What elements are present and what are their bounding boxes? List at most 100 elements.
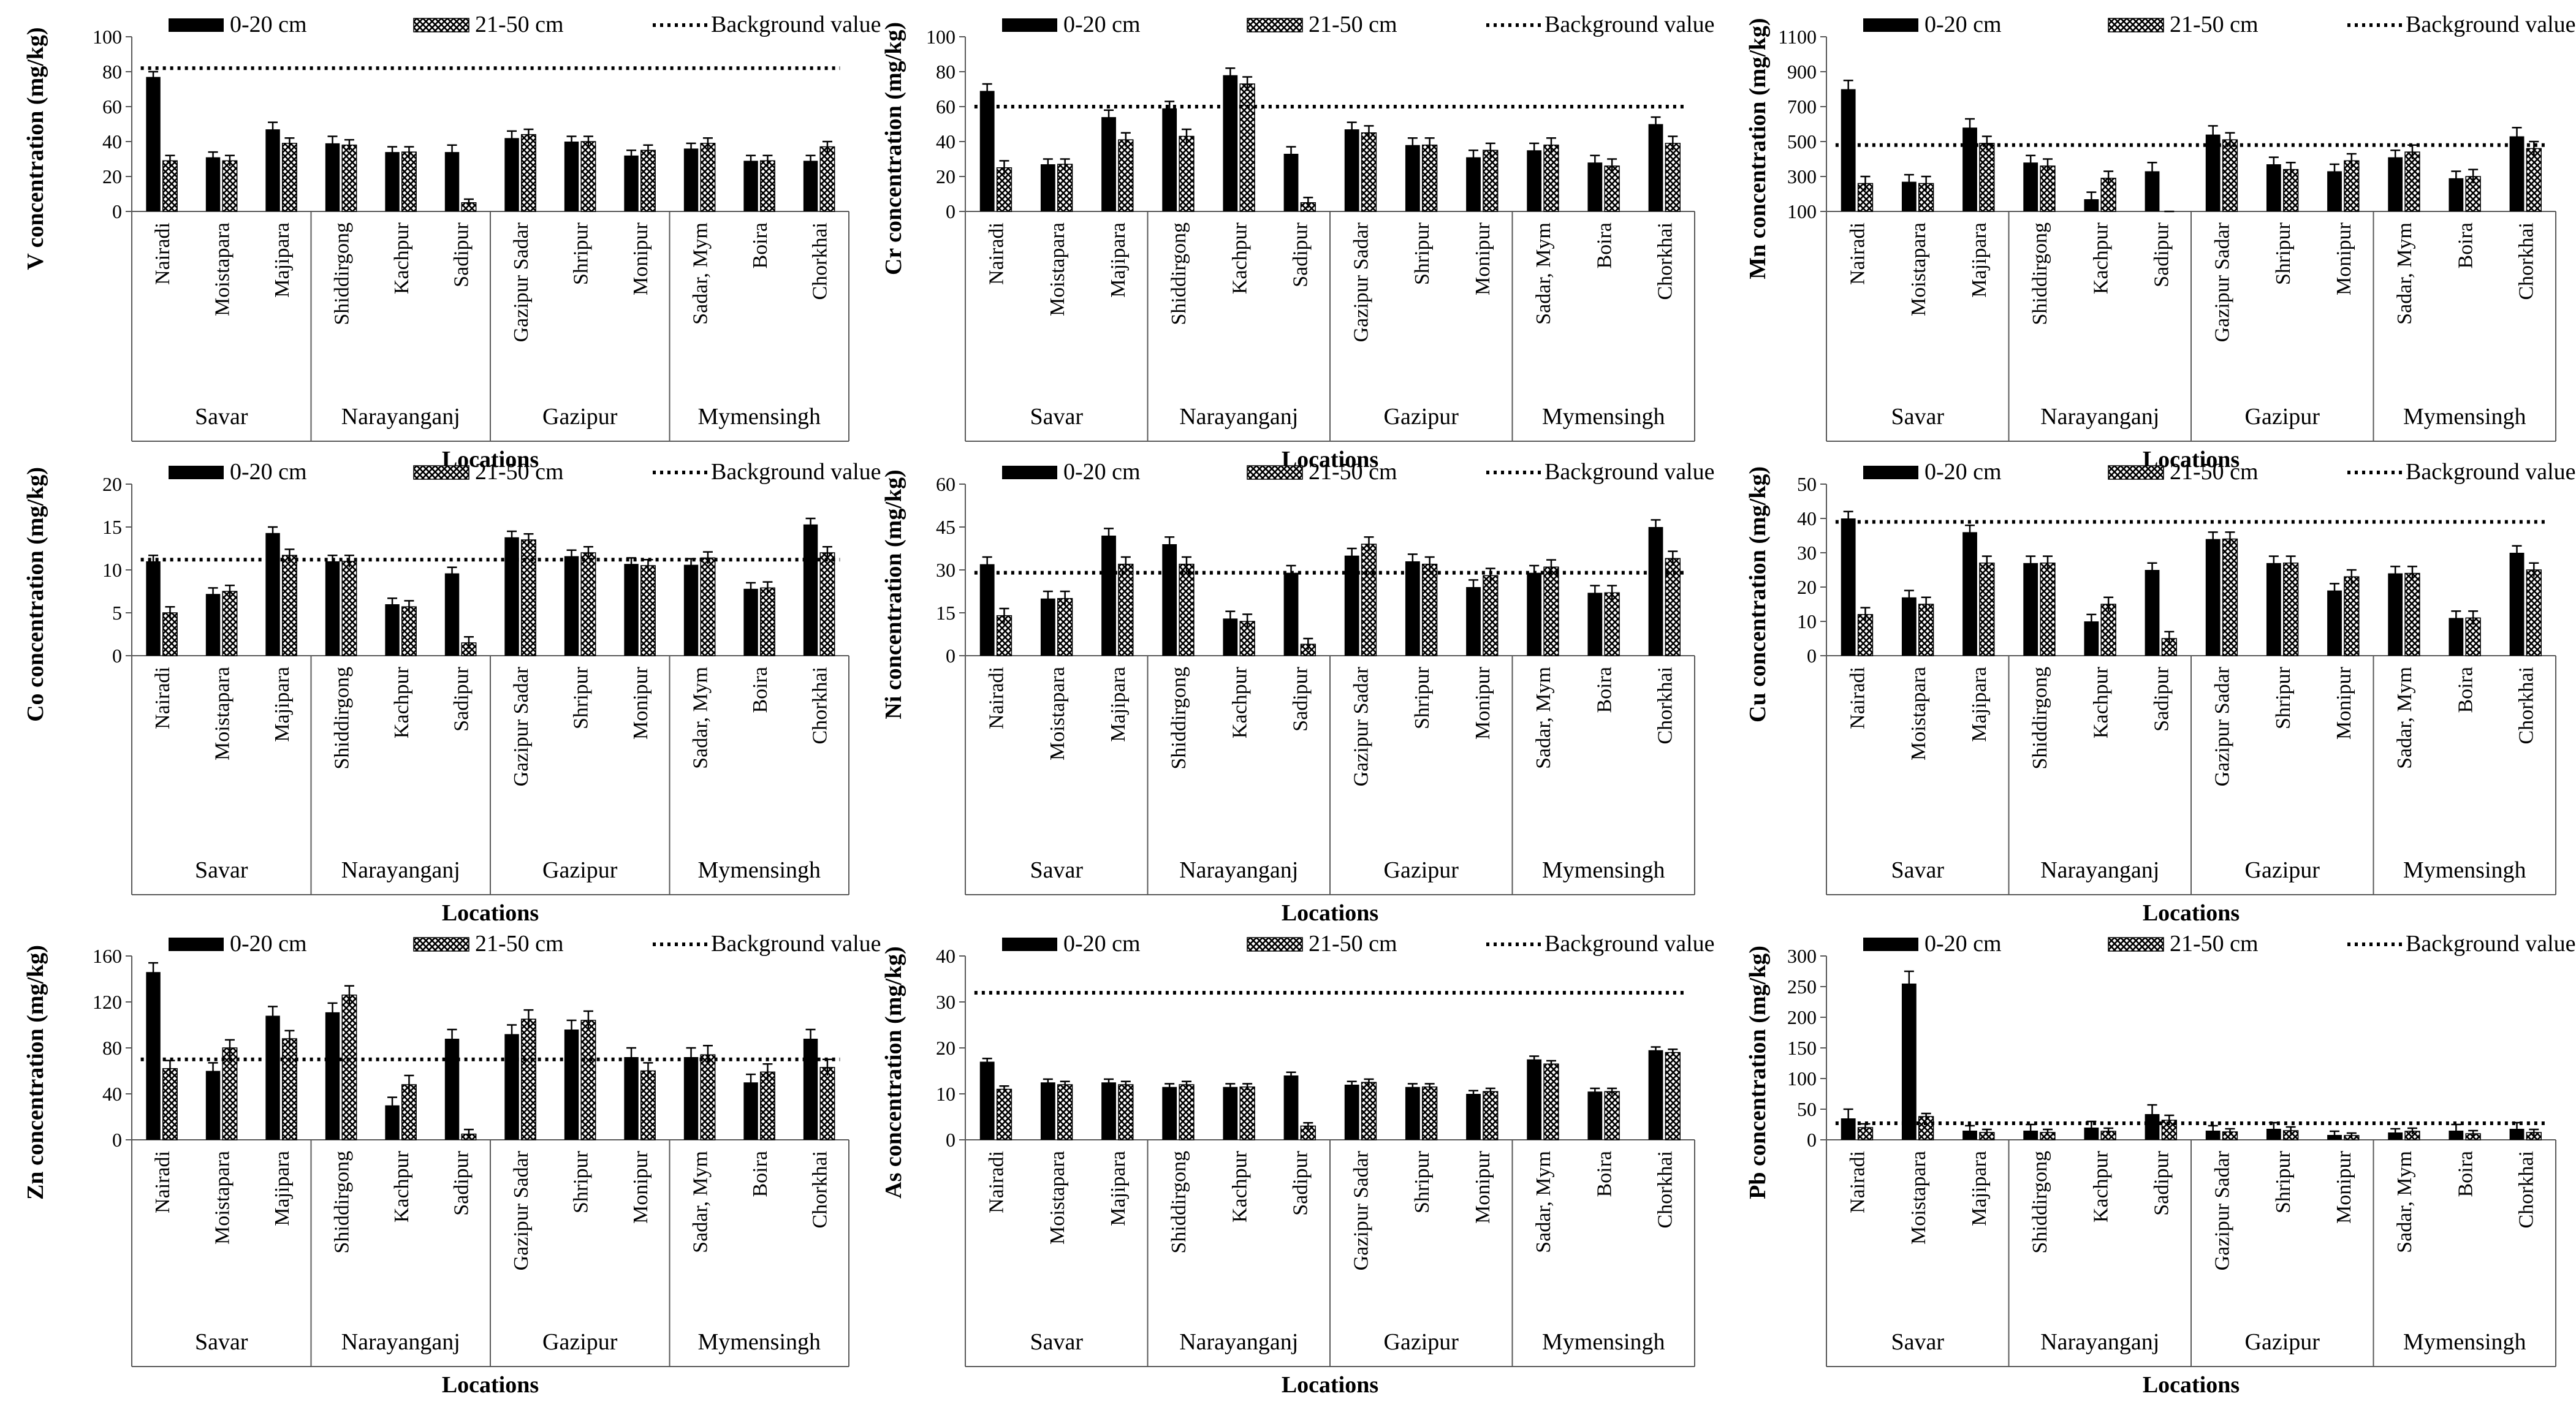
legend-label-0-20cm: 0-20 cm [1924, 459, 2002, 485]
bar-0-20cm-sadar-mym [683, 148, 699, 211]
bar-0-20cm-sadipur [1283, 1075, 1299, 1140]
legend-label-21-50cm: 21-50 cm [1309, 459, 1397, 485]
y-tick-label: 30 [936, 559, 956, 581]
bar-21-50cm-moistapara [1918, 604, 1934, 656]
chart-panel-pb: 0 50 100 150 200 250 300 Pb concentration (mg/k… [1745, 931, 2576, 1398]
group-label-narayanganj: Narayanganj [1179, 404, 1298, 430]
y-tick-label: 80 [102, 61, 122, 83]
category-label-sadar-mym: Sadar, Mym [1532, 222, 1555, 325]
group-label-narayanganj: Narayanganj [2040, 857, 2159, 883]
category-label-boira: Boira [2454, 1151, 2477, 1197]
y-tick-label: 150 [1787, 1037, 1817, 1059]
legend-label-21-50cm: 21-50 cm [2170, 931, 2259, 957]
x-axis-title: Locations [1282, 900, 1378, 926]
bar-21-50cm-gazipur-sadar [521, 134, 536, 212]
y-tick-label: 100 [926, 26, 956, 48]
bar-0-20cm-majipara [265, 1015, 280, 1140]
group-label-gazipur: Gazipur [2245, 857, 2320, 883]
bar-0-20cm-sadipur [2145, 1114, 2160, 1140]
bar-21-50cm-majipara [282, 555, 297, 656]
bar-0-20cm-nairadi [146, 972, 161, 1140]
bar-0-20cm-nairadi [146, 561, 161, 656]
bar-0-20cm-kachpur [385, 1105, 400, 1140]
bar-21-50cm-moistapara [222, 1047, 238, 1140]
category-label-majipara: Majipara [271, 222, 294, 298]
category-label-nairadi: Nairadi [986, 222, 1008, 285]
bar-21-50cm-shripur [580, 1020, 596, 1140]
bar-0-20cm-monipur [1466, 1094, 1481, 1140]
bar-0-20cm-shripur [1405, 1087, 1420, 1140]
category-label-sadipur: Sadipur [1289, 1150, 1312, 1215]
category-label-kachpur: Kachpur [1228, 222, 1251, 294]
group-label-mymensingh: Mymensingh [697, 857, 821, 883]
bar-21-50cm-shripur [580, 141, 596, 212]
y-tick-label: 0 [946, 645, 956, 667]
bar-0-20cm-majipara [265, 533, 280, 656]
category-label-kachpur: Kachpur [2089, 1150, 2112, 1223]
category-label-kachpur: Kachpur [2089, 666, 2112, 738]
legend-swatch-21-50cm [1247, 465, 1303, 480]
category-label-shiddirgong: Shiddirgong [330, 222, 353, 325]
legend-swatch-0-20cm [1002, 938, 1057, 951]
bar-0-20cm-sadar-mym [1527, 572, 1542, 656]
category-label-nairadi: Nairadi [1847, 667, 1869, 729]
bar-21-50cm-gazipur-sadar [1361, 132, 1377, 212]
category-label-kachpur: Kachpur [390, 666, 413, 738]
y-tick-label: 15 [102, 516, 122, 538]
category-label-sadar-mym: Sadar, Mym [689, 1151, 712, 1253]
group-label-savar: Savar [1891, 1329, 1944, 1355]
group-label-savar: Savar [195, 1329, 248, 1355]
bar-0-20cm-sadar-mym [1527, 150, 1542, 211]
y-tick-label: 40 [1797, 507, 1817, 529]
bar-0-20cm-kachpur [1223, 618, 1238, 656]
bar-21-50cm-majipara [282, 1038, 297, 1140]
bar-21-50cm-gazipur-sadar [2222, 538, 2238, 656]
legend-swatch-21-50cm [413, 18, 469, 32]
legend-label-background: Background value [711, 12, 881, 37]
category-label-moistapara: Moistapara [1907, 667, 1930, 760]
y-tick-label: 0 [112, 645, 122, 667]
category-label-sadipur: Sadipur [2150, 222, 2173, 287]
category-label-monipur: Monipur [629, 666, 652, 740]
group-label-savar: Savar [1030, 857, 1083, 883]
bar-21-50cm-shripur [1422, 563, 1438, 656]
category-label-nairadi: Nairadi [151, 1151, 174, 1213]
x-axis-title: Locations [442, 1372, 539, 1398]
legend-label-background: Background value [1544, 931, 1715, 957]
bar-21-50cm-boira [1604, 1091, 1620, 1140]
category-label-monipur: Monipur [2333, 666, 2355, 740]
group-label-mymensingh: Mymensingh [2403, 857, 2526, 883]
bar-0-20cm-shripur [564, 556, 579, 656]
category-label-majipara: Majipara [1968, 667, 1991, 742]
bar-21-50cm-majipara [282, 143, 297, 212]
category-label-monipur: Monipur [1472, 666, 1494, 740]
bar-0-20cm-boira [743, 588, 758, 656]
x-axis-title: Locations [442, 900, 539, 926]
y-tick-label: 0 [946, 200, 956, 222]
category-label-nairadi: Nairadi [986, 1151, 1008, 1213]
category-label-boira: Boira [749, 222, 772, 269]
category-label-shripur: Shripur [1411, 666, 1434, 729]
bar-21-50cm-chorkhai [819, 1067, 835, 1140]
legend-label-background: Background value [1544, 12, 1715, 37]
group-label-savar: Savar [1891, 404, 1944, 430]
bar-21-50cm-sadar-mym [1543, 1063, 1559, 1140]
bar-0-20cm-chorkhai [2509, 553, 2525, 656]
category-label-sadar-mym: Sadar, Mym [2393, 667, 2416, 769]
category-label-monipur: Monipur [629, 1150, 652, 1224]
category-label-shiddirgong: Shiddirgong [330, 1151, 353, 1254]
y-tick-label: 20 [1797, 576, 1817, 598]
bar-0-20cm-gazipur-sadar [1344, 129, 1359, 211]
category-label-majipara: Majipara [1968, 222, 1991, 298]
bar-0-20cm-moistapara [1901, 597, 1917, 656]
category-label-sadipur: Sadipur [1289, 666, 1312, 731]
legend-label-background: Background value [1544, 459, 1715, 485]
bar-0-20cm-chorkhai [803, 161, 818, 211]
bar-0-20cm-moistapara [205, 594, 221, 656]
y-tick-label: 40 [936, 131, 956, 153]
bar-21-50cm-sadar-mym [2404, 572, 2420, 656]
y-tick-label: 900 [1787, 61, 1817, 83]
legend-label-21-50cm: 21-50 cm [475, 459, 564, 485]
bar-21-50cm-chorkhai [2526, 148, 2542, 212]
